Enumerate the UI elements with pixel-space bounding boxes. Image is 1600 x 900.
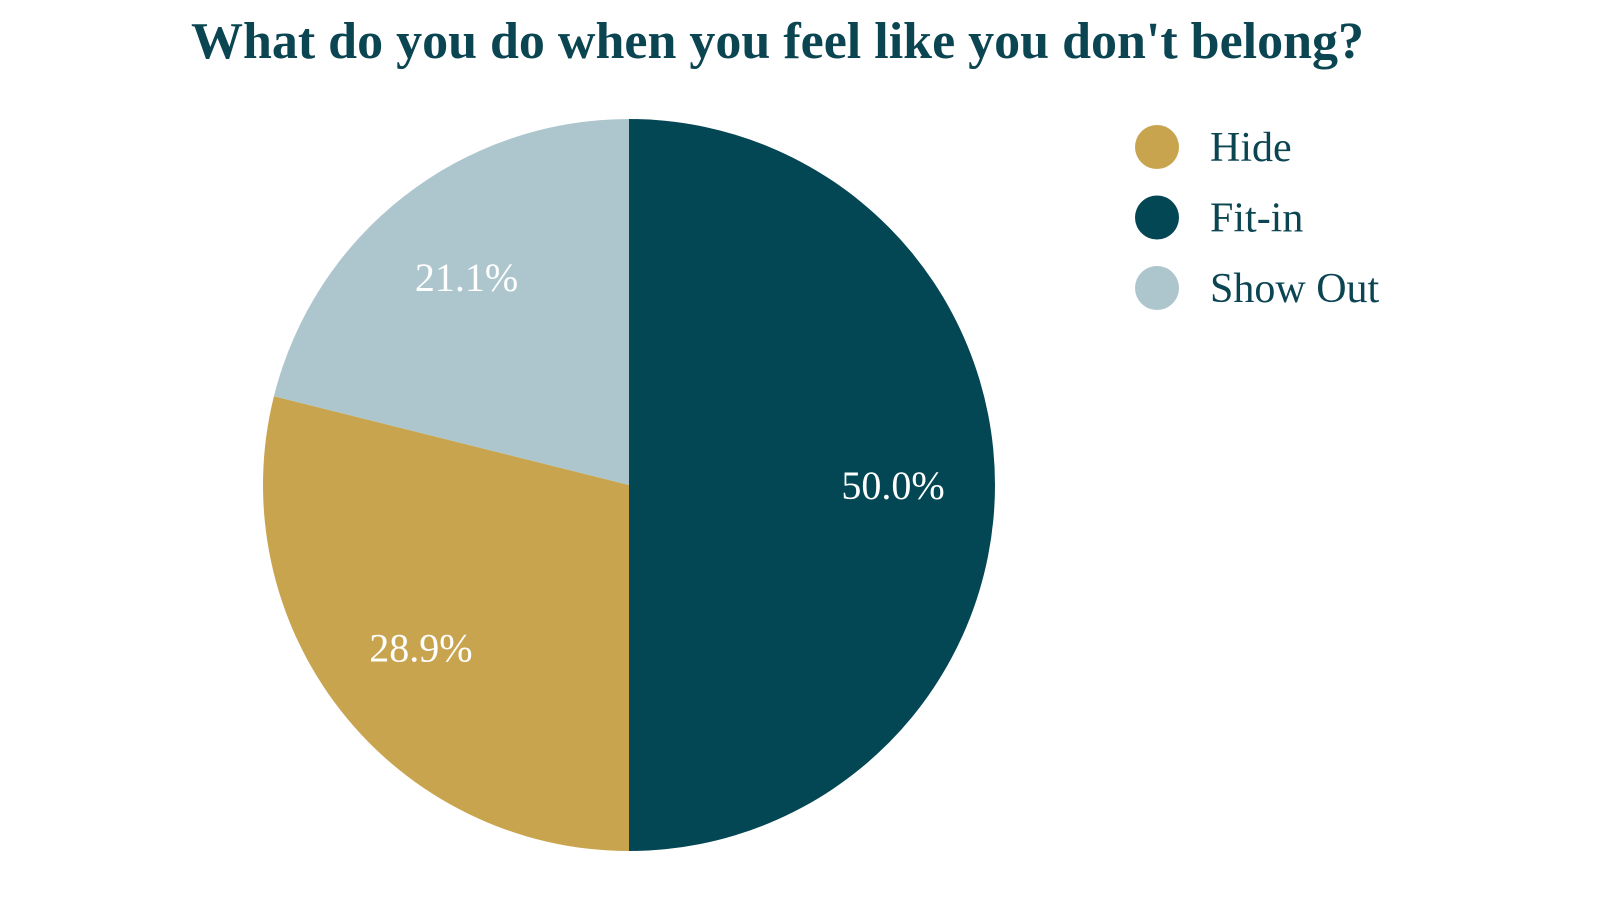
legend-marker-hide [1135,125,1179,169]
slice-label-hide: 28.9% [369,625,472,670]
legend-label-fit-in: Fit-in [1210,196,1303,242]
slice-label-fit-in: 50.0% [841,463,944,508]
legend-marker-fit-in [1135,195,1179,240]
chart-title: What do you do when you feel like you do… [190,13,1365,70]
legend-label-hide: Hide [1210,125,1292,171]
legend-label-show-out: Show Out [1210,266,1380,312]
pie-slice-hide [262,396,629,851]
slice-label-show-out: 21.1% [415,255,518,300]
pie-slice-show-out [273,119,629,485]
pie-slice-fit-in [629,119,995,851]
legend-marker-show-out [1135,266,1179,310]
